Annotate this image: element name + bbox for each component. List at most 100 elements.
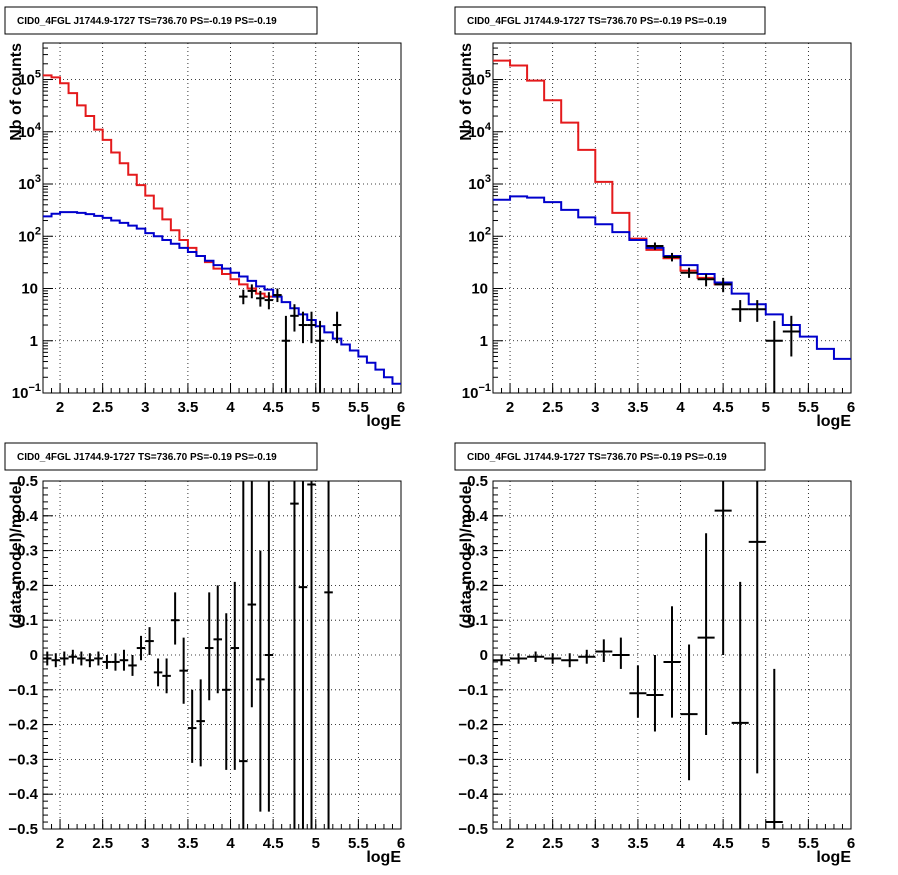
data-point [85, 653, 95, 668]
data-point [60, 651, 69, 666]
y-tick-label: 102 [468, 225, 491, 245]
x-tick-label: 6 [397, 835, 405, 852]
data-point [298, 311, 308, 344]
data-point [222, 613, 231, 770]
y-tick-label: 103 [18, 173, 41, 193]
series-line-1 [43, 74, 274, 298]
data-point [731, 300, 749, 322]
data-point [119, 649, 129, 671]
x-tick-label: 4.5 [263, 835, 284, 852]
data-point [307, 481, 316, 829]
data-point [239, 481, 248, 829]
chart-title: CID0_4FGL J1744.9-1727 TS=736.70 PS=-0.1… [467, 16, 727, 27]
data-point [128, 655, 137, 676]
x-tick-label: 3 [591, 835, 599, 852]
y-tick-label: 105 [468, 69, 491, 89]
data-point [94, 651, 103, 666]
x-tick-label: 3 [591, 399, 599, 416]
chart-panel-2: 2 2.5 3 3.5 4 4.5 5 5.5 6 10−1 1 10 102 103 104 105 logE… [454, 6, 855, 430]
data-point [680, 644, 698, 781]
data-point [527, 651, 545, 662]
y-axis-label: Nb of counts [8, 43, 25, 141]
data-point [145, 627, 154, 655]
x-tick-label: 5 [762, 835, 770, 852]
x-tick-label: 4.5 [713, 835, 734, 852]
x-tick-label: 4 [676, 399, 685, 416]
y-axis-label: (data-model)/model [8, 481, 25, 629]
chart-panel-3: 2 2.5 3 3.5 4 4.5 5 5.5 6 −0.5 −0.4 −0.3 −0.2 −0.1 0 0.… [4, 442, 405, 866]
data-point [561, 653, 579, 668]
data-point [239, 289, 248, 305]
data-point [578, 649, 596, 664]
x-tick-label: 2 [506, 399, 514, 416]
data-point [595, 639, 613, 662]
y-tick-label: 0.4 [467, 508, 489, 525]
x-axis-label: logE [366, 849, 401, 866]
series-line-2 [43, 211, 401, 385]
data-point [256, 290, 265, 307]
data-point [782, 315, 800, 357]
data-point [748, 300, 766, 322]
data-point [290, 481, 299, 829]
x-tick-label: 5 [312, 835, 320, 852]
chart-panel-4: 2 2.5 3 3.5 4 4.5 5 5.5 6 −0.5 −0.4 −0.3 −0.2 −0.1 0 0.… [454, 442, 855, 866]
data-point [748, 481, 766, 774]
x-tick-label: 2.5 [542, 835, 563, 852]
y-tick-label: 104 [18, 121, 42, 141]
x-axis-label: logE [366, 413, 401, 430]
y-tick-label: −0.1 [458, 682, 488, 699]
y-tick-label: 0.1 [17, 612, 38, 629]
data-point [714, 277, 732, 293]
x-tick-label: 6 [847, 835, 855, 852]
data-point [510, 653, 528, 664]
x-tick-label: 3 [141, 835, 149, 852]
data-point [77, 651, 86, 666]
data-point [264, 481, 274, 812]
data-point [187, 689, 197, 763]
y-tick-label: 102 [18, 225, 41, 245]
y-tick-label: −0.1 [8, 682, 38, 699]
data-point [544, 653, 562, 664]
title-box [4, 442, 318, 471]
data-point [765, 668, 783, 829]
y-tick-label: 0.3 [467, 543, 488, 560]
x-tick-label: 5.5 [348, 835, 369, 852]
data-point [51, 653, 61, 668]
x-tick-label: 4 [226, 399, 235, 416]
y-tick-label: 0.2 [467, 577, 488, 594]
chart-title: CID0_4FGL J1744.9-1727 TS=736.70 PS=-0.1… [467, 452, 727, 463]
data-point [765, 320, 783, 393]
y-tick-label: −0.4 [8, 786, 38, 803]
title-box [454, 6, 766, 35]
data-point [731, 581, 749, 829]
y-tick-label: −0.4 [458, 786, 488, 803]
data-point [153, 658, 163, 687]
x-tick-label: 5 [762, 399, 770, 416]
x-tick-label: 2.5 [542, 399, 563, 416]
y-tick-label: 0.5 [467, 473, 488, 490]
y-tick-label: 0 [30, 647, 38, 664]
y-tick-label: 10−1 [12, 382, 41, 402]
x-tick-label: 3.5 [627, 399, 648, 416]
x-tick-label: 5.5 [798, 835, 819, 852]
data-point [213, 585, 222, 694]
x-tick-label: 4 [676, 835, 685, 852]
x-tick-label: 3 [141, 399, 149, 416]
data-point [111, 653, 120, 671]
data-point [281, 315, 291, 393]
data-point [273, 288, 282, 303]
y-tick-label: 0.5 [17, 473, 38, 490]
x-tick-label: 3.5 [627, 835, 648, 852]
y-tick-label: −0.3 [458, 751, 488, 768]
x-tick-label: 2 [56, 399, 64, 416]
y-tick-label: 0.2 [17, 577, 38, 594]
chart-title: CID0_4FGL J1744.9-1727 TS=736.70 PS=-0.1… [17, 16, 277, 27]
data-point [493, 655, 511, 666]
y-tick-label: 10−1 [462, 382, 491, 402]
x-tick-label: 4.5 [263, 399, 284, 416]
y-tick-label: −0.2 [458, 717, 488, 734]
data-point [43, 651, 52, 666]
data-point [324, 481, 333, 829]
data-point [196, 679, 205, 767]
data-point [663, 252, 681, 262]
